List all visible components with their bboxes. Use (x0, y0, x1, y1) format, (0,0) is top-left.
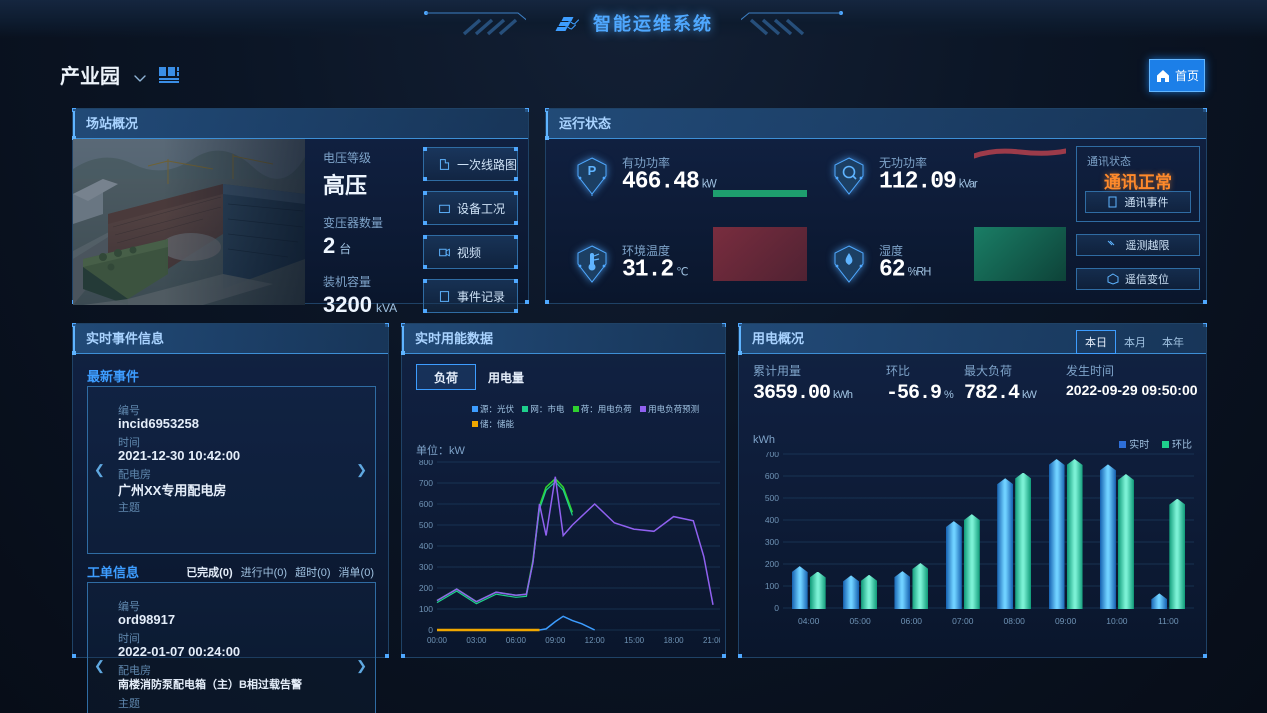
svg-text:400: 400 (419, 541, 433, 551)
svg-text:300: 300 (765, 537, 779, 547)
svg-text:0: 0 (428, 625, 433, 635)
svg-text:21:00: 21:00 (703, 636, 720, 645)
svg-text:09:00: 09:00 (545, 636, 566, 645)
svg-text:200: 200 (765, 559, 779, 569)
svg-text:100: 100 (419, 604, 433, 614)
svg-text:300: 300 (419, 562, 433, 572)
svg-text:600: 600 (419, 499, 433, 509)
svg-text:15:00: 15:00 (624, 636, 645, 645)
svg-text:06:00: 06:00 (506, 636, 527, 645)
svg-text:03:00: 03:00 (466, 636, 487, 645)
svg-text:200: 200 (419, 583, 433, 593)
svg-text:500: 500 (765, 493, 779, 503)
svg-text:100: 100 (765, 581, 779, 591)
svg-text:07:00: 07:00 (952, 616, 974, 626)
svg-text:10:00: 10:00 (1106, 616, 1128, 626)
svg-text:600: 600 (765, 471, 779, 481)
svg-text:P: P (588, 163, 597, 178)
svg-text:12:00: 12:00 (585, 636, 606, 645)
svg-text:04:00: 04:00 (798, 616, 820, 626)
svg-text:09:00: 09:00 (1055, 616, 1077, 626)
svg-text:08:00: 08:00 (1004, 616, 1026, 626)
svg-text:800: 800 (419, 460, 433, 467)
svg-text:06:00: 06:00 (901, 616, 923, 626)
svg-text:00:00: 00:00 (427, 636, 448, 645)
svg-text:11:00: 11:00 (1158, 616, 1179, 626)
svg-text:700: 700 (765, 452, 779, 459)
svg-text:18:00: 18:00 (664, 636, 685, 645)
svg-text:400: 400 (765, 515, 779, 525)
svg-text:700: 700 (419, 478, 433, 488)
svg-text:05:00: 05:00 (849, 616, 871, 626)
svg-text:500: 500 (419, 520, 433, 530)
svg-text:0: 0 (774, 603, 779, 613)
